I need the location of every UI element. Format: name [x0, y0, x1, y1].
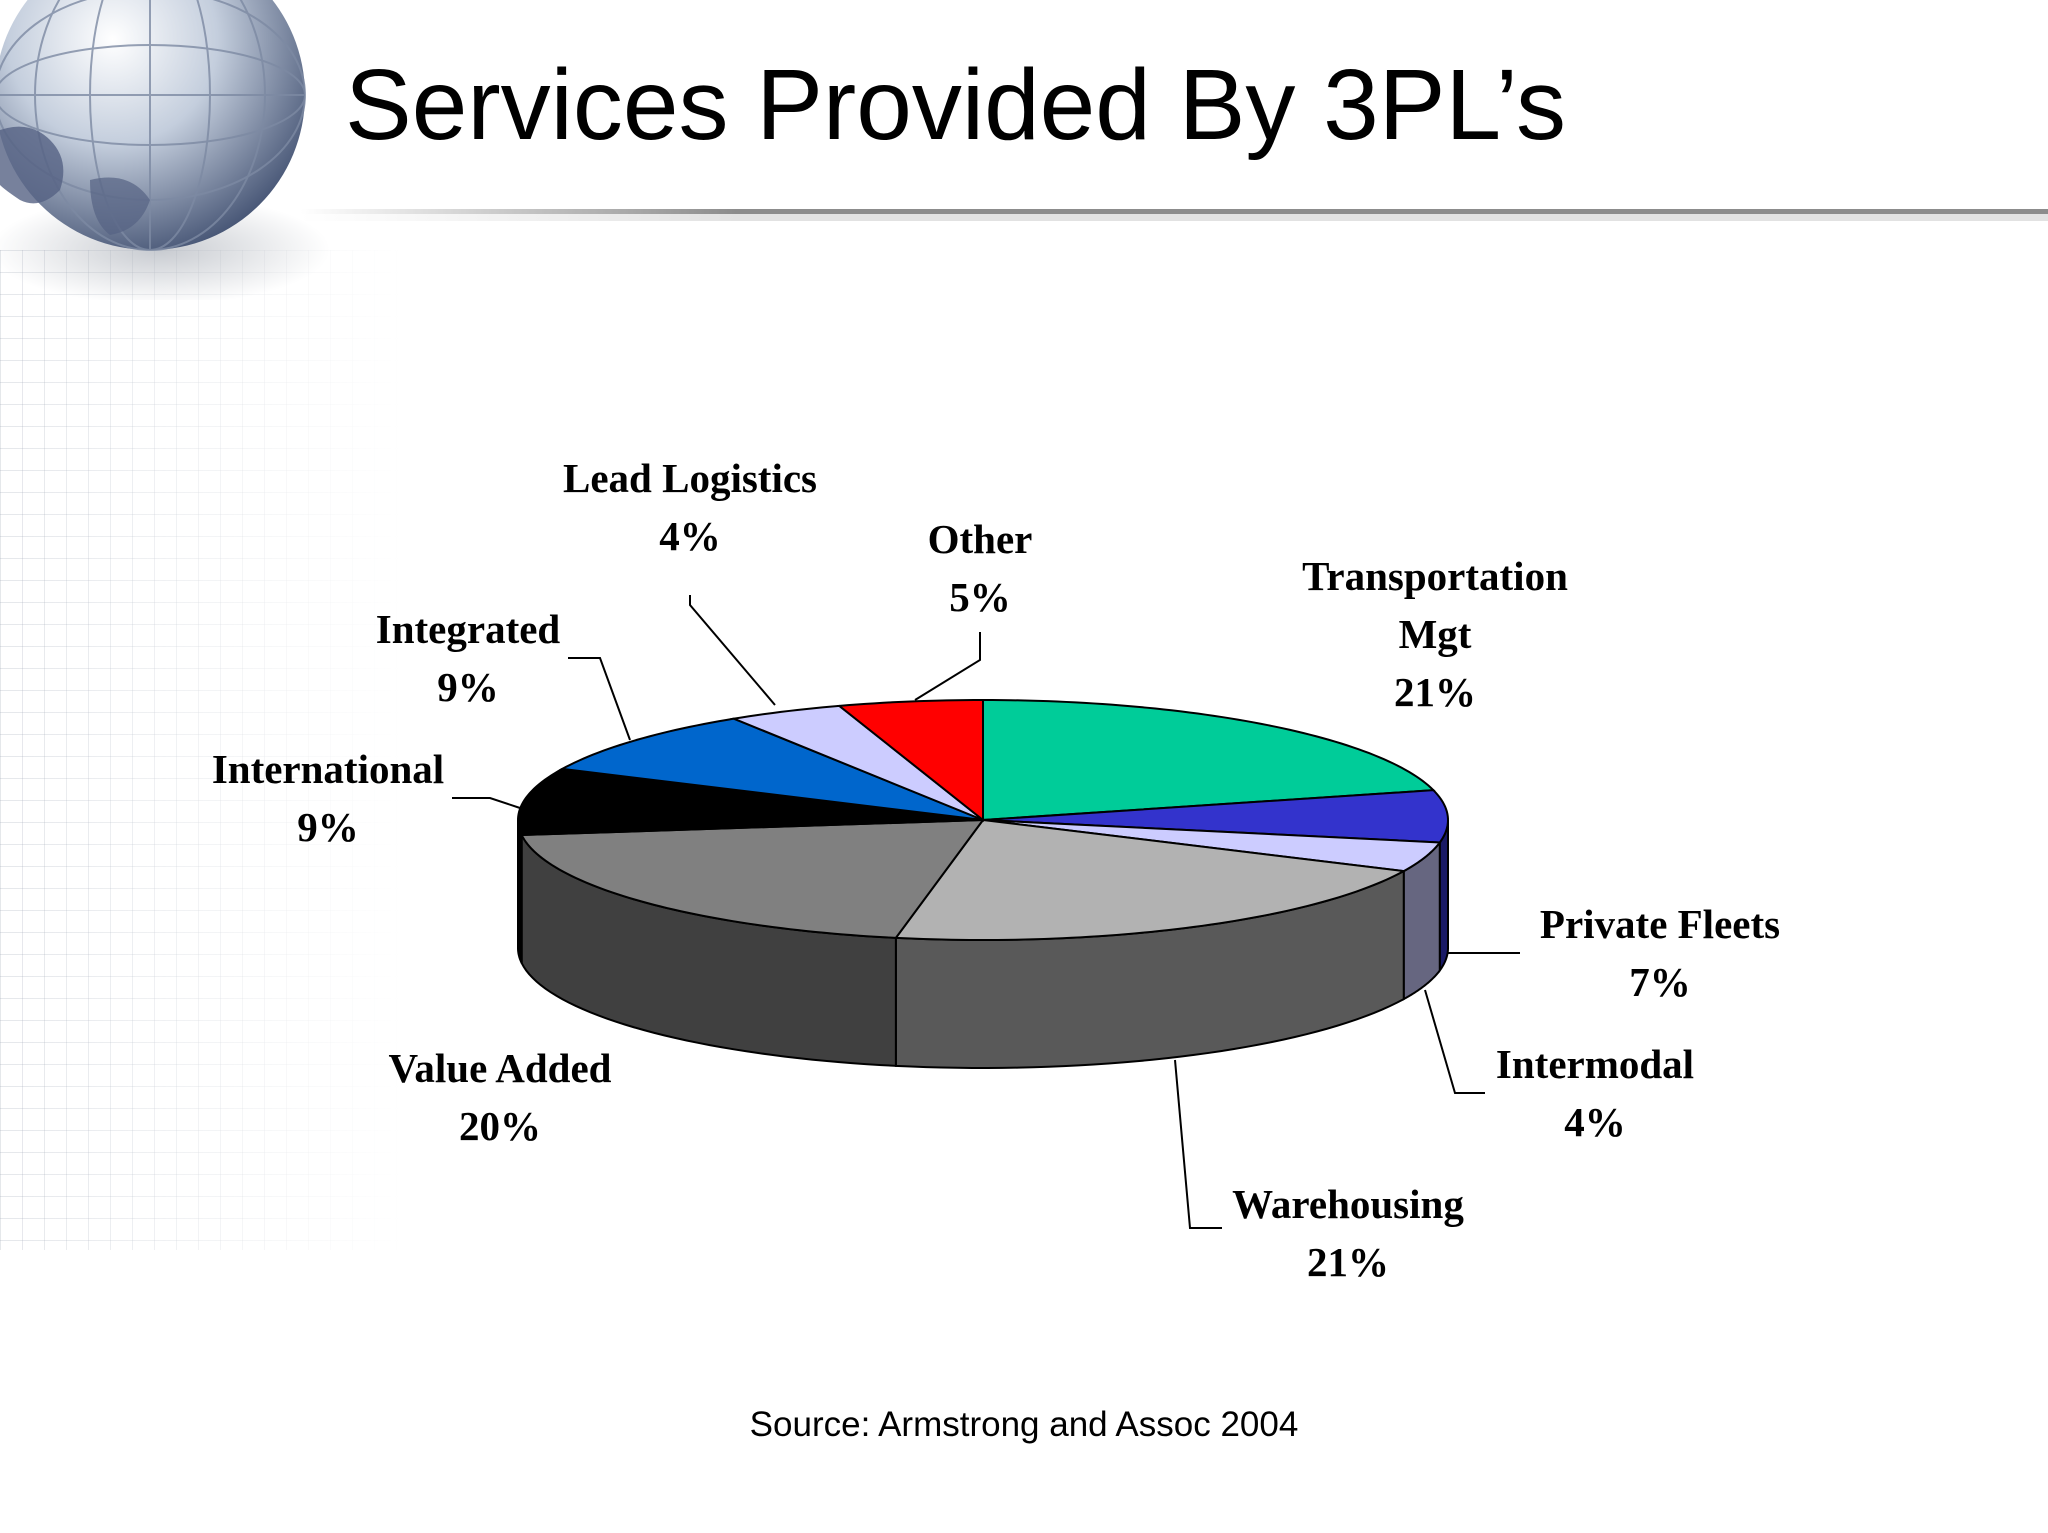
pie-slice-warehousing — [893, 818, 1408, 941]
pie-slice-other — [836, 698, 984, 823]
globe-logo — [0, 0, 330, 300]
pie-label-pct-other: 5% — [949, 574, 1011, 620]
pie-label-integrated: Integrated — [376, 606, 561, 652]
leader-line-lead-logistics — [689, 595, 776, 706]
pie-side-international — [517, 819, 523, 964]
background-grid-pattern — [0, 250, 400, 1250]
pie-label-pct-intermodal: 4% — [1564, 1099, 1626, 1145]
pie-label-transportation-mgt: Transportation — [1302, 553, 1568, 599]
pie-label-value-added: Value Added — [389, 1045, 612, 1091]
title-divider — [300, 209, 2048, 221]
pie-slice-transportation-mgt — [982, 698, 1436, 822]
pie-label-intermodal: Intermodal — [1496, 1041, 1694, 1087]
leader-line-other — [914, 632, 981, 701]
leader-line-intermodal — [1424, 989, 1485, 1094]
leader-line-integrated — [568, 657, 631, 741]
pie-slice-value-added — [520, 818, 986, 939]
leader-line-warehousing — [1174, 1059, 1222, 1229]
pie-label-other: Other — [928, 516, 1033, 562]
pie-slice-integrated — [558, 717, 984, 821]
pie-slice-intermodal — [982, 819, 1442, 873]
pie-label-pct-international: 9% — [297, 804, 359, 850]
pie-label-international: International — [212, 746, 444, 792]
pie-slice-international — [517, 767, 984, 837]
leader-line-international — [452, 797, 521, 809]
pie-side-private-fleets — [1438, 819, 1449, 974]
pie-top-faces — [517, 698, 1449, 941]
pie-label-pct-warehousing: 21% — [1307, 1239, 1389, 1285]
pie-label-transportation-mgt: Mgt — [1399, 611, 1472, 657]
pie-slice-private-fleets — [982, 789, 1449, 844]
slide-title: Services Provided By 3PL’s — [345, 49, 1566, 161]
pie-label-lead-logistics: Lead Logistics — [563, 455, 817, 501]
pie-label-private-fleets: Private Fleets — [1540, 901, 1780, 947]
source-note: Source: Armstrong and Assoc 2004 — [749, 1405, 1299, 1444]
pie-side-walls — [517, 819, 1449, 1069]
pie-label-pct-value-added: 20% — [459, 1103, 541, 1149]
pie-label-pct-transportation-mgt: 21% — [1394, 669, 1476, 715]
pie-label-pct-private-fleets: 7% — [1629, 959, 1691, 1005]
pie-label-pct-lead-logistics: 4% — [659, 513, 721, 559]
pie-label-warehousing: Warehousing — [1232, 1181, 1464, 1227]
pie-slice-lead-logistics — [730, 704, 984, 821]
pie-labels: Transportation Mgt 21% Private Fleets 7% Inte… — [212, 455, 1780, 1285]
pie-label-pct-integrated: 9% — [437, 664, 499, 710]
